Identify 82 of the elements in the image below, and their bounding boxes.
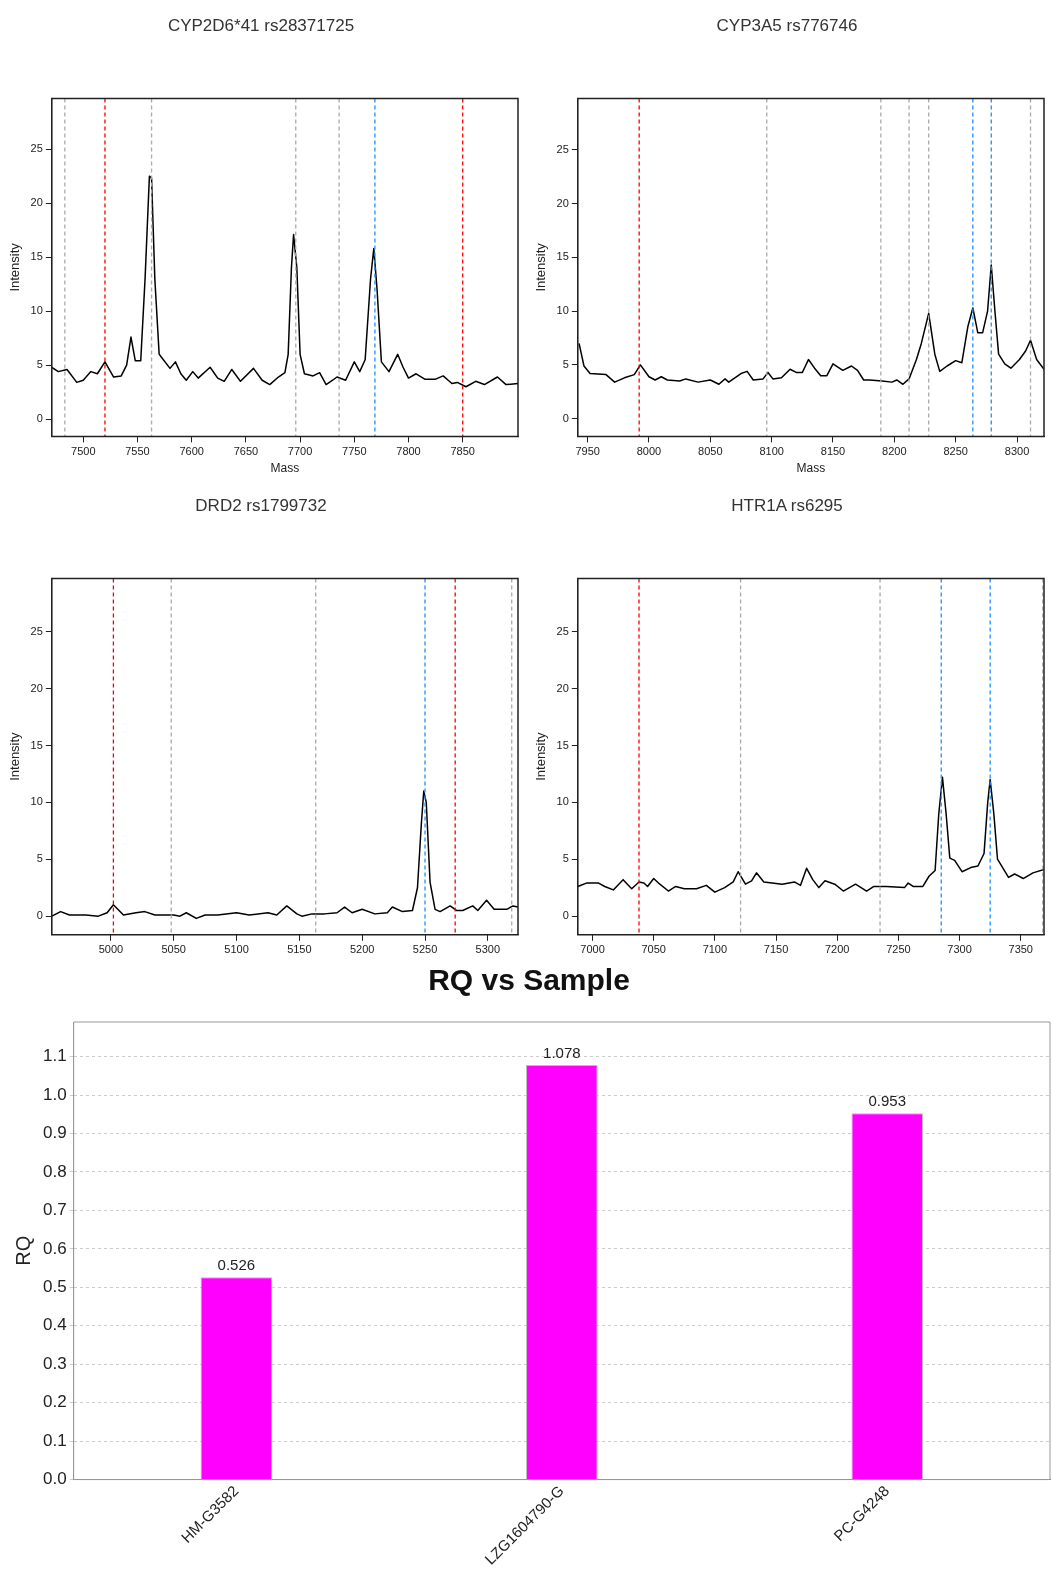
y-tick-label: 0 — [562, 411, 569, 424]
y-tick-label: 5 — [36, 852, 43, 865]
chart-title: RQ vs Sample — [428, 963, 630, 997]
x-tick-label: 5150 — [287, 943, 312, 956]
y-axis-title: Intensity — [7, 731, 23, 781]
y-axis-title: Intensity — [533, 731, 549, 781]
chart-title: DRD2 rs1799732 — [195, 495, 327, 515]
x-tick-label: 7600 — [179, 445, 204, 458]
y-tick-label: 0.4 — [42, 1315, 67, 1335]
x-tick-label: 5100 — [224, 943, 249, 956]
y-tick-label: 15 — [30, 738, 43, 751]
x-tick-label: 8300 — [1004, 445, 1030, 458]
y-tick-label: 10 — [30, 795, 43, 808]
x-axis-title: Mass — [270, 461, 300, 476]
x-tick-label: 7700 — [287, 445, 313, 458]
x-tick-label: 7250 — [886, 943, 911, 956]
x-tick-label: 7950 — [575, 445, 600, 458]
y-tick-label: 10 — [556, 304, 569, 317]
chart-title: CYP3A5 rs776746 — [716, 15, 858, 35]
chart-title: HTR1A rs6295 — [731, 495, 843, 515]
y-tick-label: 0.8 — [42, 1161, 67, 1181]
y-tick-label: 1.1 — [42, 1046, 67, 1066]
x-tick-label: 7800 — [396, 445, 421, 458]
y-tick-label: 0.3 — [42, 1353, 67, 1373]
x-tick-label: 8000 — [636, 445, 662, 458]
x-tick-label: 7350 — [1008, 943, 1033, 956]
y-axis-title: RQ — [11, 1235, 34, 1266]
y-tick-label: 0 — [36, 412, 43, 425]
data-label: 1.078 — [543, 1043, 581, 1061]
y-axis-title: Intensity — [7, 242, 23, 292]
y-tick-label: 0.7 — [42, 1200, 67, 1220]
y-tick-label: 0 — [562, 909, 569, 922]
x-tick-label: 7650 — [233, 445, 259, 458]
x-tick-label: 5050 — [161, 943, 186, 956]
y-tick-label: 5 — [562, 852, 569, 865]
y-tick-label: 1.0 — [42, 1084, 67, 1104]
y-tick-label: 10 — [30, 304, 43, 317]
data-label: 0.526 — [217, 1255, 256, 1273]
x-axis-title: Mass — [796, 461, 826, 476]
chart-title: CYP2D6*41 rs28371725 — [167, 15, 355, 35]
y-tick-label: 20 — [30, 196, 43, 209]
y-tick-label: 15 — [556, 738, 569, 751]
y-tick-label: 25 — [556, 143, 569, 156]
y-tick-label: 15 — [30, 250, 43, 263]
y-axis-title: Intensity — [533, 242, 549, 292]
y-tick-label: 0.2 — [42, 1392, 67, 1412]
y-tick-label: 20 — [30, 681, 43, 694]
x-tick-label: 7750 — [342, 445, 367, 458]
y-tick-label: 20 — [556, 196, 569, 209]
x-tick-label: 7050 — [641, 943, 666, 956]
x-tick-label: 7300 — [947, 943, 972, 956]
x-tick-label: 8200 — [882, 445, 907, 458]
y-tick-label: 0 — [36, 909, 43, 922]
x-tick-label: 8100 — [759, 445, 784, 458]
y-tick-label: 5 — [562, 357, 569, 370]
y-tick-label: 25 — [30, 142, 43, 155]
data-label: 0.953 — [868, 1091, 907, 1109]
y-tick-label: 0.6 — [42, 1238, 67, 1258]
x-tick-label: 5250 — [412, 943, 438, 956]
x-tick-label: 7000 — [580, 943, 605, 956]
x-tick-label: 7200 — [824, 943, 850, 956]
x-tick-label: 8250 — [943, 445, 968, 458]
x-tick-label: 5300 — [475, 943, 501, 956]
y-tick-label: 0.0 — [42, 1469, 67, 1489]
x-tick-label: 5200 — [349, 943, 375, 956]
x-tick-label: 8050 — [698, 445, 723, 458]
x-tick-label: 7500 — [71, 445, 96, 458]
y-tick-label: 20 — [556, 681, 569, 694]
y-tick-label: 25 — [30, 624, 43, 637]
y-tick-label: 25 — [556, 624, 569, 637]
x-tick-label: 7550 — [125, 445, 150, 458]
y-tick-label: 5 — [36, 358, 43, 371]
x-tick-label: 7150 — [763, 943, 789, 956]
y-tick-label: 0.5 — [42, 1277, 67, 1296]
y-tick-label: 15 — [556, 250, 569, 263]
x-tick-label: 7100 — [702, 943, 728, 956]
y-tick-label: 0.9 — [42, 1123, 67, 1143]
x-tick-label: 7850 — [450, 445, 475, 458]
x-tick-label: 5000 — [98, 943, 124, 956]
y-tick-label: 0.1 — [42, 1430, 67, 1450]
y-tick-label: 10 — [556, 795, 569, 808]
x-tick-label: 8150 — [820, 445, 846, 458]
